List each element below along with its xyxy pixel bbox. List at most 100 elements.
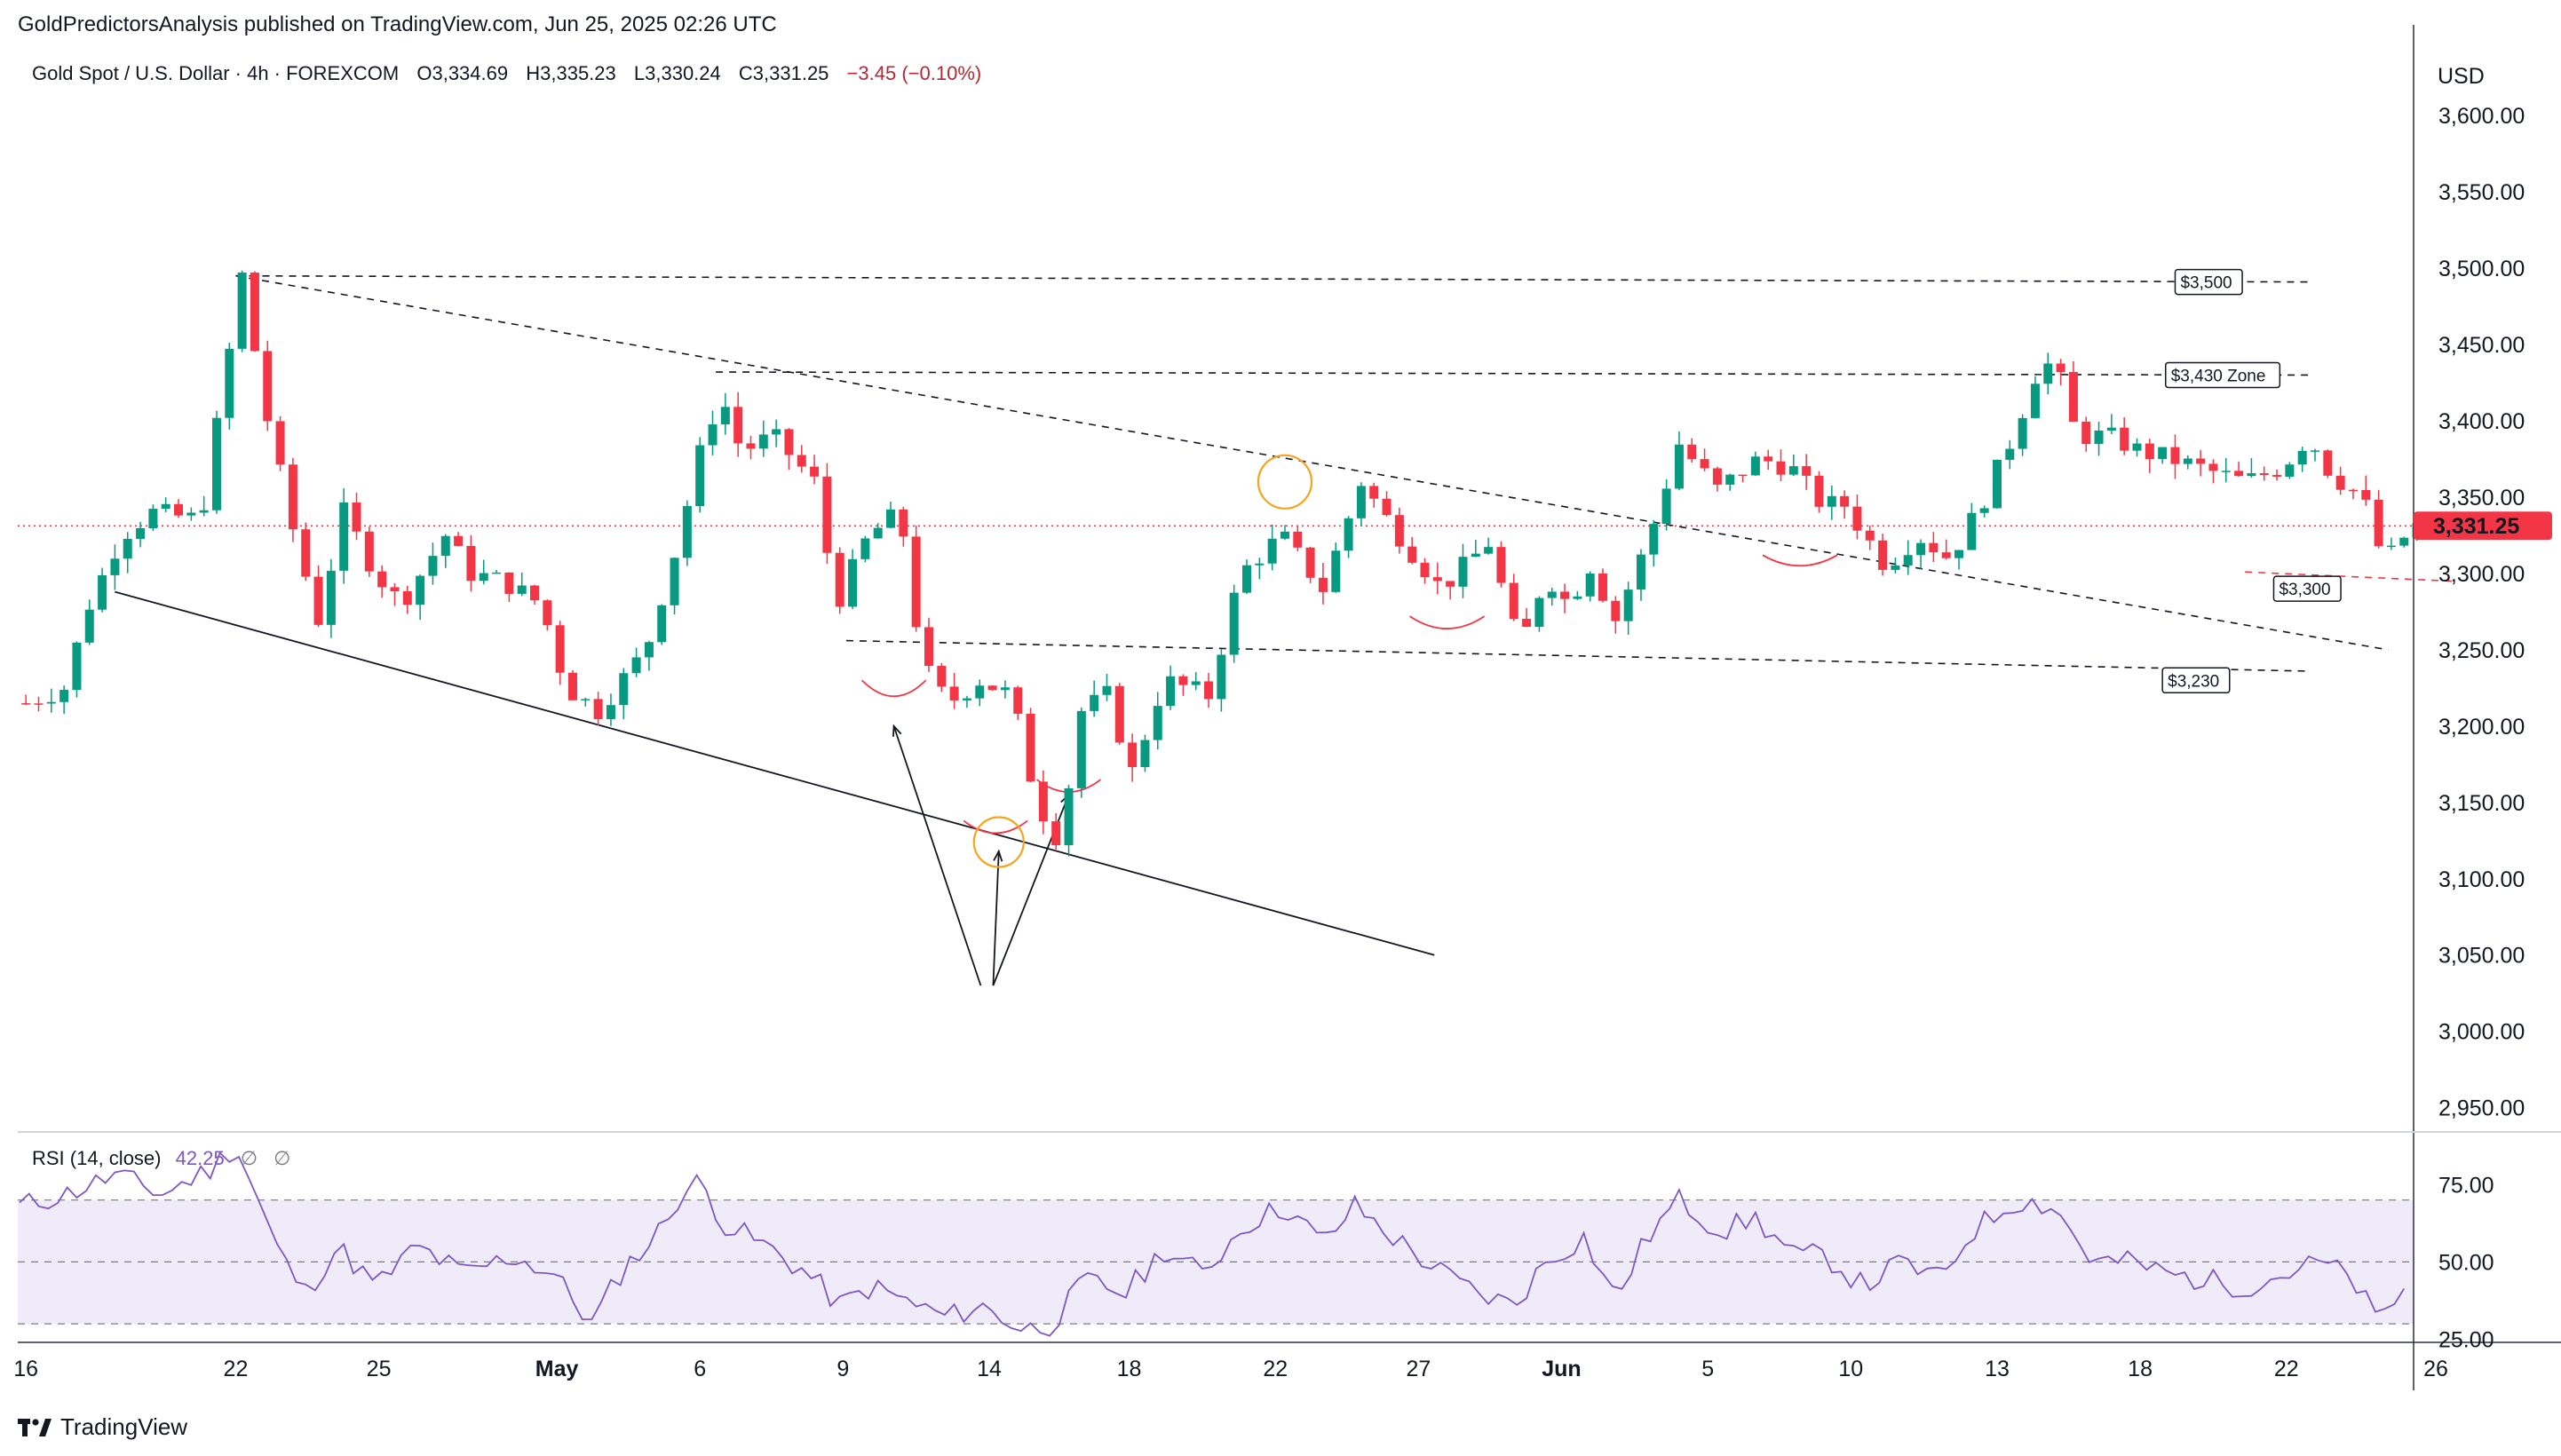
tradingview-logo[interactable]: TradingView	[18, 1413, 187, 1441]
publisher-header: GoldPredictorsAnalysis published on Trad…	[18, 12, 777, 36]
candle-body	[2208, 463, 2218, 471]
candle-body	[2386, 545, 2396, 548]
candle-body	[1051, 821, 1061, 845]
resistance-3500-line	[235, 274, 2309, 283]
candle-body	[492, 572, 502, 574]
candle-body	[339, 502, 349, 571]
candles	[21, 270, 2422, 857]
current-price-badge	[2414, 511, 2552, 541]
candle-body	[98, 574, 107, 610]
time-tick-label: Jun	[1542, 1357, 1581, 1381]
candle-body	[1038, 781, 1048, 822]
candle-body	[2005, 448, 2015, 460]
candle-body	[1738, 474, 1748, 477]
candle-body	[1217, 654, 1226, 700]
candle-body	[377, 571, 387, 588]
candle-body	[1992, 459, 2002, 509]
time-tick-label: 18	[1117, 1357, 1142, 1381]
candle-body	[1484, 547, 1494, 554]
pattern-arrow	[892, 725, 982, 986]
time-tick-label: 6	[694, 1357, 706, 1381]
candle-body	[1598, 573, 1608, 601]
annotation-box	[2161, 667, 2231, 694]
rsi-band	[18, 1199, 2414, 1325]
candle-body	[2335, 475, 2345, 490]
candle-body	[2056, 363, 2065, 373]
candle-body	[59, 690, 69, 702]
candle-body	[1382, 498, 1392, 516]
candle-body	[2158, 447, 2168, 460]
candle-body	[1229, 592, 1239, 655]
candle-body	[581, 699, 591, 700]
candle-body	[326, 570, 336, 625]
price-tick-label: 3,100.00	[2438, 867, 2525, 892]
candle-body	[2272, 474, 2282, 477]
candle-body	[1458, 557, 1468, 587]
annotation-label: $3,430 Zone	[2171, 367, 2266, 385]
candle-body	[1725, 474, 1735, 485]
time-tick-label: 5	[1701, 1357, 1714, 1381]
price-tick-label: 3,200.00	[2438, 715, 2525, 740]
time-tick-label: 14	[977, 1357, 1002, 1381]
candle-body	[1674, 444, 1684, 489]
rsi-background	[18, 1199, 2414, 1325]
candle-body	[1153, 706, 1162, 740]
candle-body	[1661, 488, 1671, 525]
open-value: O3,334.69	[416, 62, 509, 84]
candle-body	[1788, 466, 1798, 475]
candle-body	[567, 672, 577, 700]
candle-body	[2311, 450, 2320, 452]
candle-body	[390, 587, 400, 592]
descending-lower-line	[115, 590, 1435, 956]
price-tick-label: 3,600.00	[2438, 104, 2525, 129]
candle-body	[1140, 740, 1150, 768]
time-tick-label: May	[535, 1357, 579, 1381]
candle-body	[2323, 450, 2333, 476]
price-tick-label: 2,950.00	[2438, 1096, 2525, 1121]
candle-body	[313, 576, 323, 625]
candle-body	[924, 627, 933, 667]
candle-body	[1471, 553, 1480, 558]
candle-body	[772, 429, 781, 435]
rsi-na-2: ∅	[274, 1147, 291, 1169]
candle-body	[352, 502, 361, 532]
candle-body	[1432, 577, 1442, 582]
candle-body	[2196, 458, 2206, 464]
candle-body	[1852, 506, 1862, 531]
candle-body	[2081, 421, 2091, 445]
candle-body	[416, 575, 425, 605]
candle-body	[1623, 590, 1633, 621]
time-tick-label: 26	[2423, 1357, 2448, 1381]
candle-body	[543, 600, 552, 626]
candle-body	[1420, 562, 1430, 578]
rsi-label[interactable]: RSI (14, close)	[32, 1147, 162, 1169]
candle-body	[263, 351, 273, 422]
time-tick-label: 9	[836, 1357, 849, 1381]
candle-body	[250, 273, 259, 352]
candle-body	[848, 558, 858, 607]
candle-body	[1865, 530, 1875, 541]
candle-body	[1318, 577, 1328, 592]
candle-body	[454, 535, 464, 546]
highlight-circle	[1257, 454, 1313, 510]
candle-body	[1013, 687, 1023, 714]
currency-label: USD	[2438, 64, 2485, 89]
tradingview-logo-icon	[18, 1418, 52, 1436]
rsi-line	[19, 1151, 2406, 1337]
candle-body	[1267, 538, 1277, 564]
descending-upper-line	[235, 274, 2389, 651]
candle-body	[237, 273, 247, 349]
candle-body	[1166, 676, 1176, 707]
candle-body	[1293, 531, 1303, 548]
candle-body	[440, 535, 450, 557]
candle-body	[2374, 499, 2383, 547]
candle-body	[2170, 447, 2180, 464]
candle-body	[186, 512, 196, 516]
candle-body	[504, 572, 514, 594]
symbol-name[interactable]: Gold Spot / U.S. Dollar · 4h · FOREXCOM	[32, 62, 400, 84]
candle-body	[428, 556, 438, 576]
candle-body	[199, 510, 209, 513]
candle-body	[275, 421, 285, 465]
candle-body	[148, 509, 158, 528]
